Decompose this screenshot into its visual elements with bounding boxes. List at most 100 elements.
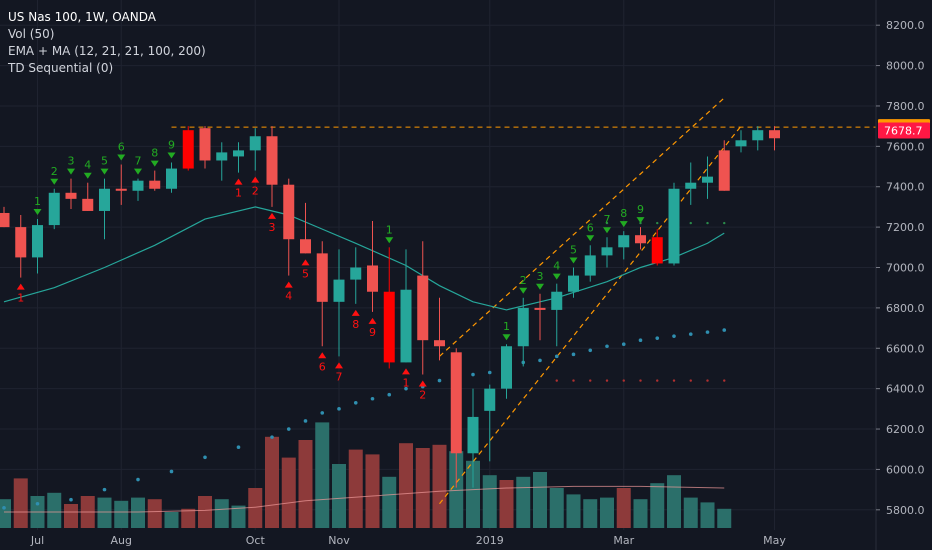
candle-body bbox=[601, 247, 613, 256]
candle bbox=[132, 178, 144, 201]
volume-bar bbox=[181, 508, 196, 528]
candle-body bbox=[115, 188, 127, 191]
candlesticks bbox=[0, 126, 780, 488]
price-tick-label: 6800.0 bbox=[886, 302, 925, 315]
td-buy-setup-triangle bbox=[100, 168, 109, 175]
candle-body bbox=[65, 192, 77, 199]
volume-bar bbox=[298, 440, 313, 528]
volume-bar bbox=[566, 494, 581, 528]
ma-dot-green bbox=[723, 221, 726, 225]
candle bbox=[182, 126, 194, 171]
price-tick-label: 8000.0 bbox=[886, 60, 925, 73]
ma-dot bbox=[571, 352, 576, 357]
legend: US Nas 100, 1W, OANDA Vol (50) EMA + MA … bbox=[7, 10, 206, 75]
candle-body bbox=[685, 182, 697, 189]
td-buy-setup-triangle bbox=[33, 209, 42, 216]
ma-dot bbox=[337, 407, 341, 411]
td-sell-setup-triangle bbox=[418, 380, 427, 387]
candle-body bbox=[517, 307, 529, 347]
td-buy-count: 6 bbox=[587, 221, 594, 234]
td-sell-setup-triangle bbox=[301, 259, 310, 266]
candle bbox=[618, 231, 630, 260]
candle-body bbox=[735, 140, 747, 147]
ma-dot bbox=[621, 342, 626, 347]
candle bbox=[0, 206, 10, 228]
candle-body bbox=[316, 253, 328, 302]
ma-dot bbox=[303, 419, 308, 423]
candle bbox=[249, 128, 261, 171]
price-axis[interactable]: 5800.0 6000.0 6200.0 6400.0 6600.0 6800.0 7000… bbox=[875, 0, 932, 550]
volume-bar bbox=[466, 460, 480, 528]
volume-bar bbox=[315, 422, 330, 528]
ma-dot bbox=[35, 501, 40, 506]
grid bbox=[0, 0, 876, 530]
td-buy-setup-triangle bbox=[134, 168, 142, 175]
volume-bar bbox=[549, 488, 564, 528]
td-sell-setup-triangle bbox=[318, 352, 327, 359]
price-tag-box bbox=[878, 122, 930, 139]
ma-dot bbox=[538, 358, 542, 363]
ma-dot bbox=[320, 411, 325, 415]
ma-dot bbox=[353, 400, 358, 405]
candle bbox=[769, 126, 780, 151]
candle bbox=[584, 245, 596, 282]
candle-body bbox=[216, 152, 228, 161]
volume-bar bbox=[332, 464, 346, 528]
ma-dot bbox=[370, 396, 375, 401]
td-buy-setup-triangle bbox=[519, 287, 528, 294]
ma-dot-red bbox=[723, 379, 726, 382]
candle bbox=[65, 178, 77, 209]
ma-dot bbox=[672, 334, 676, 338]
candle-body bbox=[333, 279, 345, 302]
td-buy-setup-triangle bbox=[50, 178, 59, 185]
candle bbox=[48, 188, 60, 230]
td-sell-setup-triangle bbox=[234, 178, 243, 185]
candle-body bbox=[383, 291, 395, 363]
candle-body bbox=[534, 307, 546, 310]
volume-bar bbox=[583, 499, 598, 528]
legend-ema-ma: EMA + MA (12, 21, 21, 100, 200) bbox=[8, 44, 206, 58]
td-sell-count: 9 bbox=[369, 326, 376, 339]
ma-dot bbox=[203, 455, 207, 460]
ma-dot bbox=[605, 344, 609, 349]
candle-body bbox=[367, 265, 378, 292]
volume-bar bbox=[449, 451, 464, 528]
candle bbox=[534, 293, 546, 341]
ma-dot-red bbox=[589, 379, 592, 382]
candle bbox=[166, 162, 177, 193]
candle-body bbox=[450, 352, 462, 454]
td-buy-count: 9 bbox=[637, 203, 644, 216]
ma-dot-red bbox=[706, 379, 709, 382]
candle-body bbox=[769, 130, 780, 139]
candle-body bbox=[15, 227, 27, 258]
ma-dot bbox=[2, 505, 6, 510]
candle bbox=[115, 164, 127, 205]
volume-bar bbox=[650, 483, 665, 528]
ma-dot-red bbox=[656, 379, 659, 382]
ma-dot-red bbox=[572, 379, 575, 382]
candle-body bbox=[434, 340, 445, 347]
candle bbox=[517, 297, 529, 367]
ma-dot-green bbox=[689, 221, 692, 225]
price-tick-label: 6200.0 bbox=[886, 423, 925, 436]
td-buy-setup-triangle bbox=[117, 154, 126, 161]
candle bbox=[484, 384, 496, 462]
td-sell-setup-triangle bbox=[335, 362, 343, 369]
ma-dot bbox=[169, 469, 174, 474]
candle bbox=[434, 297, 445, 361]
volume-bar bbox=[633, 499, 648, 528]
ma-dot bbox=[554, 354, 559, 359]
ma-dot-green bbox=[656, 221, 659, 225]
legend-td-sequential: TD Sequential (0) bbox=[7, 61, 113, 75]
candle-body bbox=[82, 198, 94, 211]
candle bbox=[333, 249, 345, 357]
candle bbox=[735, 130, 747, 153]
volume-bar bbox=[415, 448, 430, 528]
ma-dot-red bbox=[622, 379, 625, 382]
td-sell-setup-triangle bbox=[16, 283, 25, 290]
time-axis[interactable]: Jul Aug Oct Nov 2019 Mar May bbox=[30, 534, 786, 547]
volume-bar bbox=[231, 505, 246, 528]
td-buy-setup-triangle bbox=[67, 168, 75, 175]
